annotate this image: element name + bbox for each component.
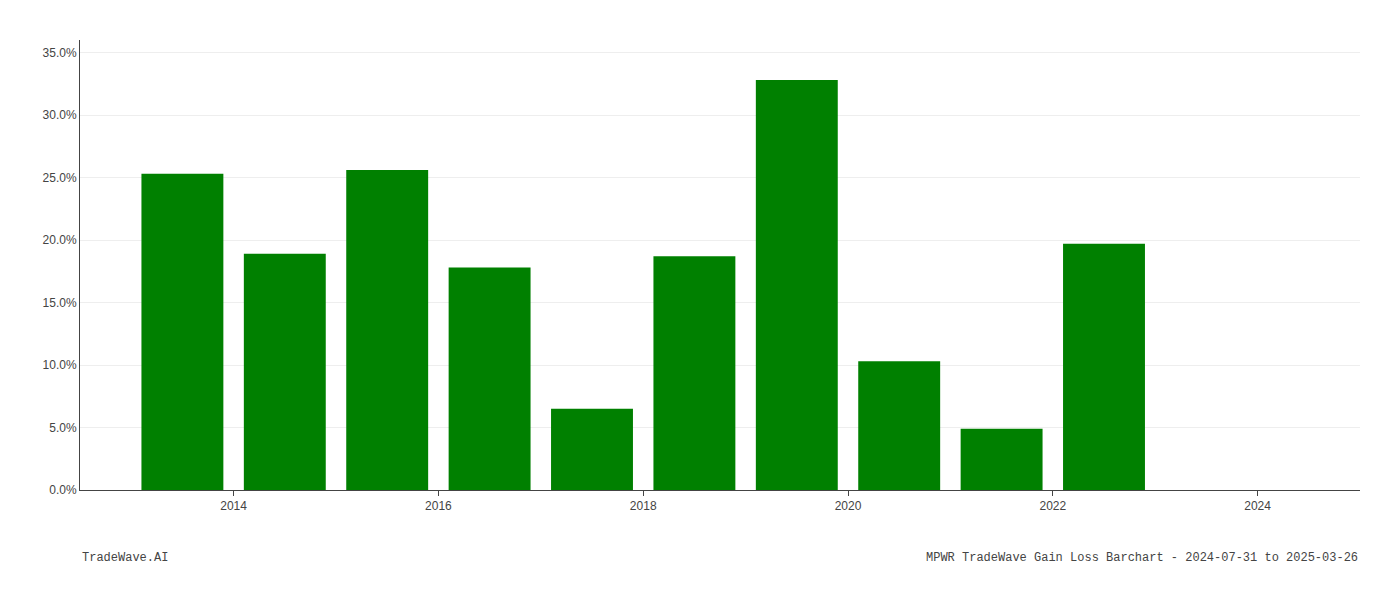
svg-text:2024: 2024 xyxy=(1244,499,1271,513)
svg-text:30.0%: 30.0% xyxy=(43,108,77,122)
svg-text:2022: 2022 xyxy=(1039,499,1066,513)
svg-text:20.0%: 20.0% xyxy=(43,233,77,247)
svg-text:MPWR TradeWave Gain Loss Barch: MPWR TradeWave Gain Loss Barchart - 2024… xyxy=(926,551,1358,565)
svg-text:10.0%: 10.0% xyxy=(43,358,77,372)
svg-text:35.0%: 35.0% xyxy=(43,46,77,60)
svg-text:2014: 2014 xyxy=(220,499,247,513)
svg-text:0.0%: 0.0% xyxy=(49,483,77,497)
svg-text:2018: 2018 xyxy=(630,499,657,513)
svg-text:5.0%: 5.0% xyxy=(49,421,77,435)
svg-text:TradeWave.AI: TradeWave.AI xyxy=(82,551,168,565)
svg-text:2020: 2020 xyxy=(835,499,862,513)
svg-text:15.0%: 15.0% xyxy=(43,296,77,310)
svg-text:25.0%: 25.0% xyxy=(43,171,77,185)
svg-text:2016: 2016 xyxy=(425,499,452,513)
